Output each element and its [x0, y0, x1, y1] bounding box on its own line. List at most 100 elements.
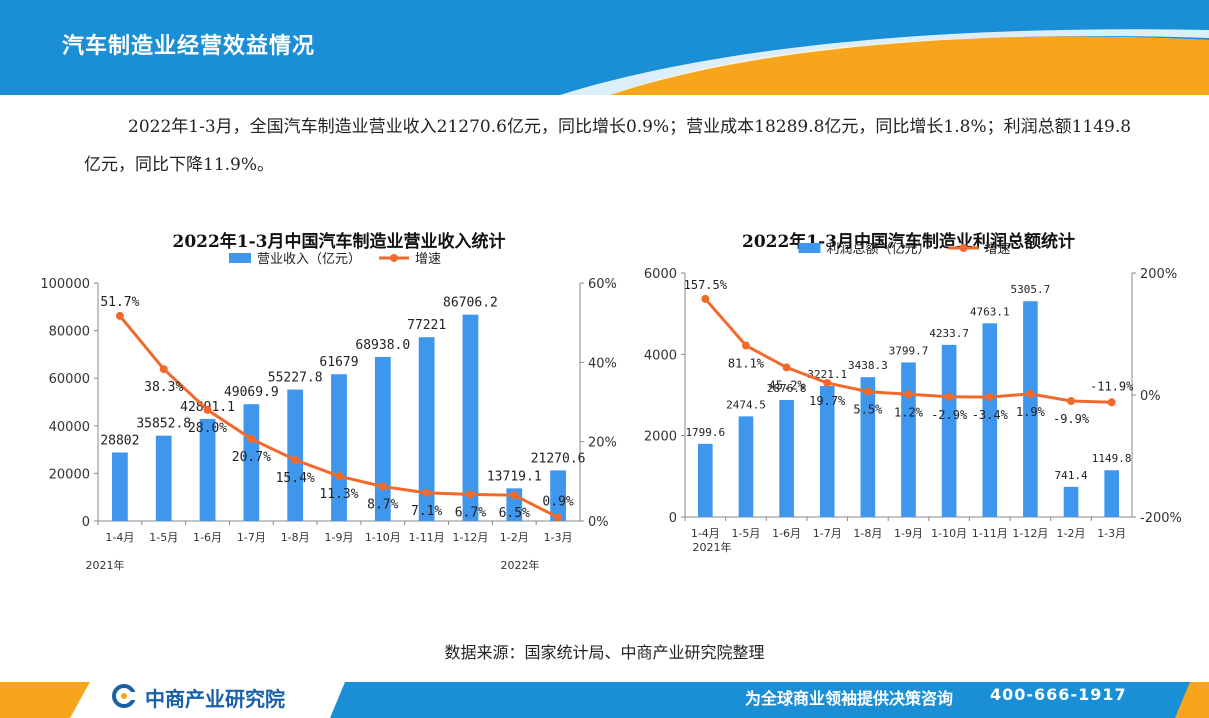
- x-tick-label: 1-3月: [544, 531, 573, 544]
- growth-value-label: 81.1%: [728, 357, 765, 371]
- x-tick-label: 1-9月: [325, 531, 354, 544]
- x-tick-label: 1-3月: [1097, 527, 1126, 540]
- bar: [779, 400, 794, 517]
- growth-point: [466, 490, 475, 499]
- growth-point: [247, 434, 256, 443]
- bar: [112, 452, 128, 521]
- bar: [199, 418, 216, 521]
- x-tick-label: 1-5月: [149, 531, 178, 544]
- bar-value-label: 21270.6: [531, 451, 586, 466]
- footer-slogan: 为全球商业领袖提供决策咨询: [745, 689, 954, 708]
- brand-logo-icon: [112, 684, 136, 708]
- growth-value-label: 51.7%: [100, 295, 139, 310]
- bar-value-label: 28802: [100, 433, 139, 448]
- growth-value-label: 11.3%: [319, 487, 358, 502]
- growth-value-label: 28.0%: [188, 421, 227, 436]
- x-tick-label: 1-7月: [237, 531, 266, 544]
- bar-value-label: 1799.6: [685, 426, 725, 439]
- x-tick-label: 1-2月: [500, 531, 529, 544]
- bar-value-label: 86706.2: [443, 296, 498, 311]
- y-tick-left-label: 2000: [644, 430, 677, 445]
- bar: [155, 435, 172, 521]
- y-tick-right-label: 0%: [588, 515, 609, 530]
- growth-point: [985, 393, 994, 402]
- bar-value-label: 49069.9: [224, 385, 279, 400]
- y-tick-left-label: 6000: [644, 267, 677, 282]
- x-tick-label: 1-7月: [813, 527, 842, 540]
- x-tick-label: 1-11月: [409, 531, 445, 544]
- bar-value-label: 77221: [407, 318, 446, 333]
- bar: [550, 470, 566, 521]
- chart-profit-svg: 2022年1-3月中国汽车制造业利润总额统计 0 2000 4000 6000 -200%…: [644, 231, 1182, 554]
- chart-title: 2022年1-3月中国汽车制造业利润总额统计: [742, 231, 1075, 252]
- footer-background: [0, 682, 1209, 718]
- bar-value-label: 741.4: [1054, 469, 1087, 482]
- legend-line-marker: [959, 244, 968, 252]
- y-tick-left-label: 0: [82, 515, 90, 530]
- y-tick-left-label: 20000: [49, 467, 90, 482]
- y-tick-left-label: 80000: [49, 325, 90, 340]
- bar-value-label: 5305.7: [1011, 283, 1051, 296]
- x-tick-label: 1-10月: [931, 527, 967, 540]
- bar: [374, 356, 391, 521]
- x-year-label: 2021年: [693, 540, 732, 554]
- growth-point: [422, 488, 431, 497]
- bar: [418, 337, 435, 521]
- x-tick-label: 1-10月: [365, 531, 401, 544]
- y-tick-right-label: 0%: [1140, 389, 1161, 404]
- growth-value-label: 45.2%: [769, 378, 806, 392]
- bar: [901, 362, 916, 517]
- x-tick-label: 1-4月: [105, 531, 134, 544]
- growth-point: [378, 482, 387, 491]
- bar: [860, 377, 876, 517]
- x-tick-label: 1-6月: [772, 527, 801, 540]
- growth-value-label: 6.5%: [499, 506, 530, 521]
- x-tick-label: 1-9月: [894, 527, 923, 540]
- bar: [1104, 470, 1119, 517]
- footer-phone: 400-666-1917: [990, 685, 1127, 704]
- x-tick-label: 1-6月: [193, 531, 222, 544]
- footer-brand: 中商产业研究院: [145, 687, 285, 711]
- bar: [1023, 301, 1038, 517]
- page-title: 汽车制造业经营效益情况: [62, 34, 316, 59]
- growth-point: [1107, 398, 1116, 407]
- bar: [982, 323, 998, 517]
- growth-point: [291, 455, 300, 464]
- bar-value-label: 13719.1: [487, 469, 542, 484]
- growth-point: [904, 390, 913, 399]
- growth-value-label: 1.9%: [1016, 405, 1046, 419]
- growth-value-label: 20.7%: [232, 450, 271, 465]
- growth-value-label: 38.3%: [144, 380, 183, 395]
- growth-value-label: 0.9%: [542, 494, 573, 509]
- growth-point: [823, 378, 832, 387]
- growth-value-label: 8.7%: [367, 497, 398, 512]
- bar: [941, 344, 957, 517]
- growth-point: [782, 363, 791, 372]
- growth-point: [945, 392, 954, 401]
- x-tick-label: 1-8月: [281, 531, 310, 544]
- growth-point: [159, 365, 168, 374]
- bar: [698, 443, 713, 517]
- growth-value-label: -2.9%: [931, 408, 968, 422]
- footer-bar: [0, 680, 1209, 718]
- bar-value-label: 61679: [319, 355, 358, 370]
- chart-revenue-svg: 2022年1-3月中国汽车制造业营业收入统计 0 20000 40000 60000 80…: [40, 231, 617, 572]
- x-tick-label: 1-12月: [1012, 527, 1048, 540]
- y-tick-right-label: 20%: [588, 436, 617, 451]
- y-tick-left-label: 4000: [644, 348, 677, 363]
- bar: [462, 314, 479, 521]
- growth-value-label: -3.4%: [972, 408, 1009, 422]
- bar-value-label: 2876.8: [767, 382, 807, 395]
- bar: [819, 386, 835, 517]
- growth-point: [115, 311, 124, 320]
- bar: [1063, 486, 1079, 517]
- bar: [287, 389, 304, 521]
- bar-value-label: 4763.1: [970, 305, 1010, 318]
- x-tick-label: 1-8月: [853, 527, 882, 540]
- x-year-label: 2022年: [501, 558, 540, 572]
- x-year-label: 2021年: [86, 558, 125, 572]
- growth-point: [1026, 389, 1035, 398]
- y-tick-right-label: 200%: [1140, 267, 1177, 282]
- y-tick-left-label: 40000: [49, 420, 90, 435]
- growth-value-label: 7.1%: [411, 504, 442, 519]
